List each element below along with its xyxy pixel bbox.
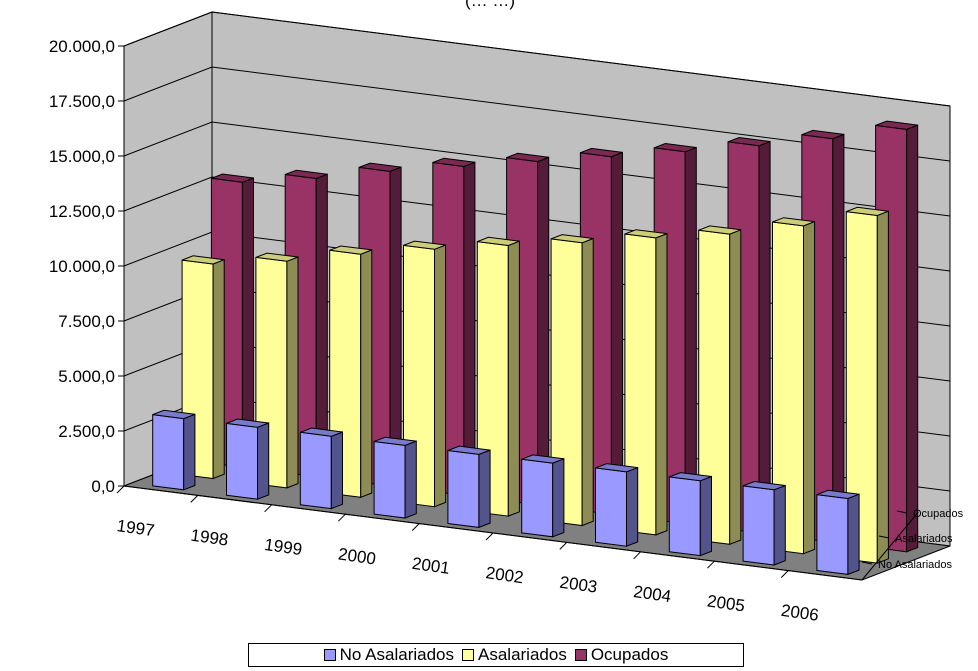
bar-no-asalariados-2006	[816, 489, 860, 576]
y-tick-label: 20.000,0	[49, 37, 115, 56]
x-tick-label: 2002	[485, 563, 525, 587]
bar-no-asalariados-2003	[595, 463, 639, 547]
y-tick-label: 17.500,0	[49, 92, 115, 111]
x-tick	[559, 542, 568, 550]
y-tick-label: 2.500,0	[58, 422, 115, 441]
legend-swatch-asalariados	[462, 649, 474, 661]
legend-label-ocupados: Ocupados	[590, 645, 669, 664]
bar-asalariados-2006	[845, 206, 889, 564]
depth-tick	[861, 561, 873, 565]
y-tick-label: 7.500,0	[58, 312, 115, 331]
legend-item-ocupados: Ocupados	[574, 645, 669, 665]
x-tick	[411, 523, 420, 531]
bar-no-asalariados-1998	[226, 418, 270, 500]
chart-legend: No Asalariados Asalariados Ocupados	[248, 643, 744, 667]
legend-label-asalariados: Asalariados	[478, 645, 567, 664]
y-tick-label: 0,0	[91, 477, 115, 496]
x-tick	[264, 504, 272, 513]
depth-tick	[878, 535, 890, 539]
bar-no-asalariados-2004	[668, 472, 712, 557]
x-tick	[780, 570, 789, 578]
depth-label: Asalariados	[895, 533, 953, 545]
gridline	[123, 11, 951, 107]
x-tick-label: 2006	[780, 601, 820, 625]
y-tick-label: 12.500,0	[49, 202, 115, 221]
x-tick-label: 2004	[632, 582, 672, 606]
x-tick	[485, 532, 494, 541]
bar-asalariados-2004	[698, 225, 742, 546]
x-tick	[707, 560, 715, 569]
x-tick-label: 1998	[189, 526, 229, 550]
legend-label-no-asalariados: No Asalariados	[339, 645, 454, 664]
gridline	[123, 66, 951, 162]
x-tick-label: 2001	[411, 554, 451, 578]
bar-no-asalariados-2002	[521, 454, 565, 538]
bar-asalariados-2002	[550, 234, 594, 527]
depth-label: No Asalariados	[878, 559, 952, 571]
y-tick-label: 15.000,0	[49, 147, 115, 166]
legend-item-no-asalariados: No Asalariados	[323, 645, 454, 665]
legend-swatch-no-asalariados	[323, 649, 336, 661]
x-tick-label: 1999	[263, 535, 303, 559]
y-tick-label: 5.000,0	[58, 367, 115, 386]
x-tick-label: 1997	[116, 516, 156, 540]
bar-no-asalariados-1997	[152, 409, 196, 491]
bar-no-asalariados-1999	[299, 427, 343, 510]
x-tick	[338, 513, 346, 522]
bar-no-asalariados-2000	[373, 436, 417, 519]
chart-title: (… …)	[465, 0, 515, 10]
gridline	[123, 121, 951, 217]
x-tick-label: 2005	[706, 591, 746, 615]
x-tick-label: 2003	[558, 573, 598, 597]
bar-no-asalariados-2005	[742, 480, 786, 566]
x-tick	[116, 485, 125, 494]
bar-asalariados-2005	[772, 217, 816, 555]
depth-tick	[896, 510, 908, 514]
depth-label: Ocupados	[913, 508, 964, 520]
bar-no-asalariados-2001	[447, 445, 491, 529]
depth-axis-line	[861, 511, 919, 581]
y-tick-label: 10.000,0	[49, 257, 115, 276]
bar-asalariados-2001	[476, 236, 520, 517]
x-tick-label: 2000	[337, 544, 377, 568]
x-tick	[633, 551, 641, 560]
x-tick	[190, 495, 199, 503]
legend-swatch-ocupados	[574, 649, 587, 661]
bar-asalariados-2003	[624, 229, 668, 536]
legend-item-asalariados: Asalariados	[462, 645, 567, 665]
